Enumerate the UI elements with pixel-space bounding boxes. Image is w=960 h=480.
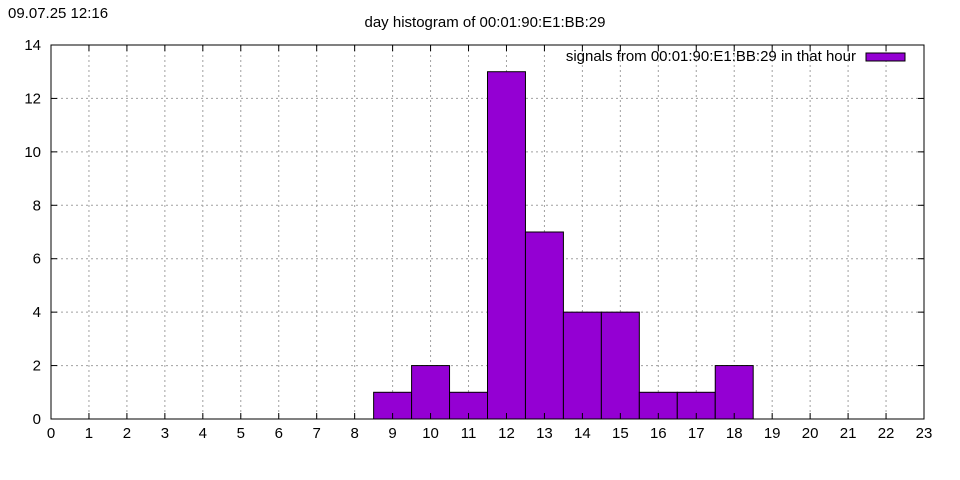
y-tick-label: 8: [33, 197, 41, 214]
x-tick-label: 22: [878, 425, 895, 442]
x-tick-label: 0: [47, 425, 55, 442]
x-tick-label: 19: [764, 425, 781, 442]
x-tick-label: 2: [123, 425, 131, 442]
chart-title: day histogram of 00:01:90:E1:BB:29: [365, 14, 606, 31]
legend-swatch: [865, 52, 906, 62]
bar-hour-12: [487, 71, 526, 420]
x-tick-label: 3: [161, 425, 169, 442]
x-tick-label: 15: [612, 425, 629, 442]
y-tick-label: 10: [24, 144, 41, 161]
bar-hour-10: [411, 365, 451, 420]
bar-hour-15: [600, 311, 640, 420]
legend: signals from 00:01:90:E1:BB:29 in that h…: [566, 48, 906, 65]
x-tick-label: 21: [840, 425, 857, 442]
legend-label: signals from 00:01:90:E1:BB:29 in that h…: [566, 48, 856, 65]
bar-hour-13: [524, 231, 564, 420]
x-tick-label: 5: [237, 425, 245, 442]
y-tick-label: 0: [33, 411, 41, 428]
y-tick-label: 14: [24, 37, 41, 54]
y-tick-label: 6: [33, 251, 41, 268]
y-tick-label: 4: [33, 304, 41, 321]
bar-hour-18: [714, 365, 754, 420]
x-tick-label: 12: [498, 425, 515, 442]
timestamp: 09.07.25 12:16: [8, 5, 108, 22]
x-tick-label: 8: [350, 425, 358, 442]
x-tick-label: 6: [275, 425, 283, 442]
axis-ticks: 0 1 2 3 4 5 6 7 8 9 10 11 12 13 14 15 16 17 18 19 20 21 22 2302…: [24, 37, 932, 442]
x-tick-label: 9: [388, 425, 396, 442]
bar-hour-14: [562, 311, 602, 420]
x-tick-label: 18: [726, 425, 743, 442]
x-tick-label: 20: [802, 425, 819, 442]
y-tick-label: 2: [33, 358, 41, 375]
x-tick-label: 23: [916, 425, 933, 442]
x-tick-label: 7: [313, 425, 321, 442]
x-tick-label: 10: [422, 425, 439, 442]
x-tick-label: 13: [536, 425, 553, 442]
x-tick-label: 1: [85, 425, 93, 442]
x-tick-label: 16: [650, 425, 667, 442]
x-tick-label: 4: [199, 425, 207, 442]
y-tick-label: 12: [24, 90, 41, 107]
plot-frame: [50, 44, 925, 420]
x-tick-label: 11: [461, 425, 477, 442]
x-tick-label: 14: [574, 425, 591, 442]
x-tick-label: 17: [688, 425, 705, 442]
